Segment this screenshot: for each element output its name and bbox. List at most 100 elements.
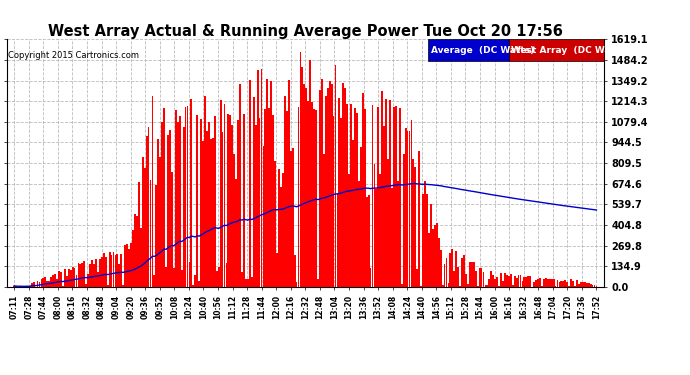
Bar: [385, 99, 387, 287]
Bar: [465, 274, 467, 287]
Bar: [372, 105, 373, 287]
Text: Copyright 2015 Cartronics.com: Copyright 2015 Cartronics.com: [8, 51, 139, 60]
Bar: [432, 229, 434, 287]
Bar: [257, 70, 259, 287]
Bar: [346, 104, 348, 287]
Bar: [496, 277, 498, 287]
Bar: [278, 169, 280, 287]
Bar: [339, 98, 340, 287]
Bar: [526, 277, 527, 287]
Bar: [237, 120, 239, 287]
Bar: [159, 157, 161, 287]
Bar: [95, 259, 97, 287]
Bar: [66, 276, 68, 287]
Bar: [311, 102, 313, 287]
Bar: [350, 104, 352, 287]
Bar: [31, 283, 32, 287]
Bar: [512, 285, 513, 287]
Bar: [253, 97, 255, 287]
Bar: [482, 272, 484, 287]
Bar: [327, 88, 328, 287]
Bar: [580, 282, 582, 287]
Bar: [37, 281, 39, 287]
Bar: [171, 172, 173, 287]
Bar: [91, 260, 93, 287]
Bar: [467, 284, 469, 287]
Bar: [460, 286, 461, 287]
Bar: [276, 253, 278, 287]
Bar: [335, 64, 337, 287]
Bar: [475, 270, 477, 287]
Bar: [588, 283, 589, 287]
Bar: [212, 138, 214, 287]
Bar: [193, 285, 195, 287]
Bar: [165, 267, 167, 287]
Bar: [261, 69, 262, 287]
Bar: [25, 286, 27, 287]
Bar: [333, 116, 335, 287]
Bar: [566, 282, 568, 287]
Bar: [502, 281, 504, 287]
Bar: [317, 279, 319, 287]
Bar: [150, 180, 151, 287]
Bar: [424, 181, 426, 287]
Bar: [50, 277, 52, 287]
Bar: [247, 279, 249, 287]
Bar: [164, 108, 165, 287]
Bar: [219, 100, 221, 287]
Bar: [230, 114, 231, 287]
Bar: [481, 268, 482, 287]
Bar: [146, 136, 148, 287]
Bar: [366, 196, 368, 287]
Bar: [551, 279, 553, 287]
Bar: [364, 108, 366, 287]
Bar: [500, 273, 502, 287]
Bar: [498, 285, 500, 287]
Bar: [169, 129, 171, 287]
Bar: [117, 254, 118, 287]
Bar: [391, 188, 393, 287]
Bar: [574, 286, 576, 287]
Bar: [434, 225, 436, 287]
Bar: [270, 81, 272, 287]
Text: West Array  (DC Watts): West Array (DC Watts): [511, 46, 629, 55]
Bar: [524, 277, 525, 287]
Bar: [382, 91, 383, 287]
Bar: [306, 88, 307, 287]
Bar: [87, 274, 89, 287]
Bar: [401, 284, 403, 287]
Bar: [44, 277, 46, 287]
Bar: [262, 146, 264, 287]
Bar: [119, 264, 120, 287]
Bar: [86, 284, 87, 287]
Bar: [134, 214, 136, 287]
Bar: [202, 141, 204, 287]
Bar: [29, 286, 30, 287]
Bar: [537, 279, 539, 287]
Bar: [99, 259, 101, 287]
Bar: [380, 174, 381, 287]
Bar: [218, 267, 219, 287]
Bar: [325, 96, 326, 287]
Bar: [228, 114, 229, 287]
Bar: [243, 114, 245, 287]
Bar: [356, 112, 358, 287]
Bar: [68, 269, 70, 287]
Bar: [560, 281, 562, 287]
Bar: [115, 255, 117, 287]
Bar: [558, 282, 560, 287]
Bar: [140, 228, 141, 287]
Bar: [299, 52, 302, 287]
Bar: [89, 264, 91, 287]
Bar: [541, 286, 543, 287]
Bar: [19, 286, 21, 287]
Bar: [539, 278, 541, 287]
Bar: [477, 286, 479, 287]
Bar: [221, 132, 224, 287]
Bar: [586, 283, 588, 287]
Bar: [292, 148, 293, 287]
Bar: [451, 249, 453, 287]
Bar: [461, 258, 463, 287]
Bar: [181, 270, 183, 287]
Bar: [161, 122, 163, 287]
